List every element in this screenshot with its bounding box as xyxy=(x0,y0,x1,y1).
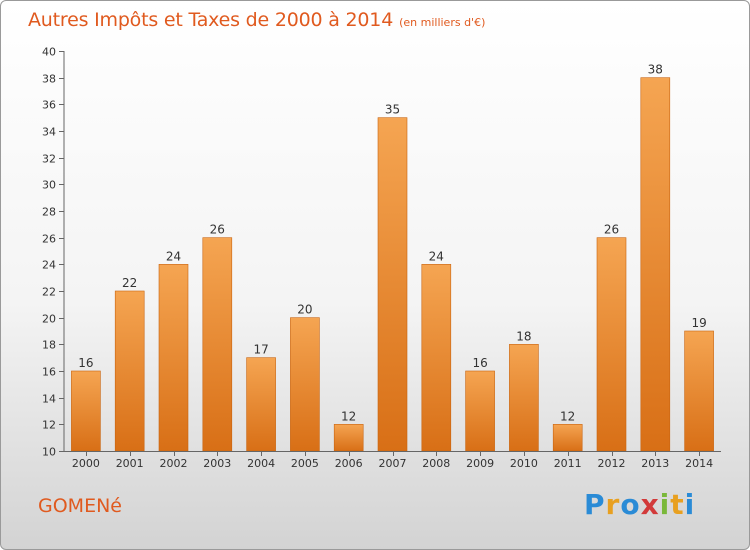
y-tick-label: 22 xyxy=(42,286,56,299)
x-tick-label: 2002 xyxy=(160,457,188,470)
logo-letter: x xyxy=(640,488,660,521)
bar-2010 xyxy=(509,344,539,452)
y-tick-label: 20 xyxy=(42,313,56,326)
bar-2001 xyxy=(114,290,145,452)
data-label-2013: 38 xyxy=(648,63,663,77)
data-label-2003: 26 xyxy=(210,223,225,237)
y-tick-label: 10 xyxy=(42,446,56,459)
bar-2012 xyxy=(596,237,627,452)
x-tick-label: 2011 xyxy=(554,457,582,470)
y-tick-label: 28 xyxy=(42,206,56,219)
bar-2008 xyxy=(421,264,452,452)
x-tick-label: 2004 xyxy=(247,457,275,470)
logo-letter: i xyxy=(659,488,671,521)
data-label-2000: 16 xyxy=(78,356,93,370)
x-tick-label: 2007 xyxy=(379,457,407,470)
logo-letter: i xyxy=(684,488,696,521)
data-label-2001: 22 xyxy=(122,276,137,290)
x-tick-label: 2009 xyxy=(466,457,494,470)
bar-2000 xyxy=(71,370,101,452)
x-tick-label: 2001 xyxy=(116,457,144,470)
x-tick-label: 2008 xyxy=(422,457,450,470)
data-label-2011: 12 xyxy=(560,409,575,423)
bar-2004 xyxy=(246,357,276,452)
data-label-2010: 18 xyxy=(516,329,531,343)
bars: 16 22 24 26 17 20 12 35 24 16 18 12 26 38 19 xyxy=(71,63,714,452)
bar-2007 xyxy=(377,117,408,452)
chart-subtitle: (en milliers d'€) xyxy=(399,16,486,29)
x-tick-label: 2012 xyxy=(598,457,626,470)
y-tick-label: 12 xyxy=(42,419,56,432)
data-label-2007: 35 xyxy=(385,103,400,117)
y-tick-label: 32 xyxy=(42,153,56,166)
logo-letter: t xyxy=(670,488,685,521)
data-label-2009: 16 xyxy=(472,356,487,370)
y-tick-label: 18 xyxy=(42,339,56,352)
data-label-2006: 12 xyxy=(341,409,356,423)
x-tick-label: 2006 xyxy=(335,457,363,470)
logo-letter: P xyxy=(584,488,606,521)
y-tick-label: 24 xyxy=(42,259,56,272)
bar-2009 xyxy=(465,370,495,452)
logo-letter: r xyxy=(605,488,621,521)
y-axis: 10 12 14 16 18 20 22 24 26 28 30 32 34 36 38 40 xyxy=(42,46,65,459)
x-tick-label: 2000 xyxy=(72,457,100,470)
x-axis: 2000 2001 2002 2003 2004 2005 2006 2007 2008 2009… xyxy=(64,451,721,470)
x-tick-label: 2005 xyxy=(291,457,319,470)
bar-2002 xyxy=(158,264,189,452)
x-tick-label: 2003 xyxy=(203,457,231,470)
y-tick-label: 38 xyxy=(42,73,56,86)
x-tick-label: 2013 xyxy=(641,457,669,470)
data-label-2014: 19 xyxy=(691,316,706,330)
y-tick-label: 16 xyxy=(42,366,56,379)
bar-2006 xyxy=(333,424,364,452)
data-label-2004: 17 xyxy=(253,343,268,357)
data-label-2008: 24 xyxy=(429,249,444,263)
data-label-2002: 24 xyxy=(166,249,181,263)
data-label-2005: 20 xyxy=(297,303,312,317)
y-tick-label: 40 xyxy=(42,46,56,59)
bar-2005 xyxy=(290,317,320,452)
x-tick-label: 2010 xyxy=(510,457,538,470)
y-tick-label: 26 xyxy=(42,233,56,246)
bar-2011 xyxy=(552,424,583,452)
logo-letter: o xyxy=(620,488,641,521)
proxiti-logo: Proxiti xyxy=(584,488,695,521)
chart-title-text: Autres Impôts et Taxes de 2000 à 2014 xyxy=(28,9,394,31)
bar-2013 xyxy=(640,77,671,452)
y-tick-label: 30 xyxy=(42,179,56,192)
y-tick-label: 34 xyxy=(42,126,56,139)
x-tick-label: 2014 xyxy=(685,457,713,470)
bar-2014 xyxy=(684,330,714,452)
data-label-2012: 26 xyxy=(604,223,619,237)
y-tick-label: 36 xyxy=(42,99,56,112)
chart-title: Autres Impôts et Taxes de 2000 à 2014 (en… xyxy=(28,9,485,31)
bar-2003 xyxy=(202,237,233,452)
y-tick-label: 14 xyxy=(42,393,56,406)
commune-name: GOMENé xyxy=(38,495,122,517)
